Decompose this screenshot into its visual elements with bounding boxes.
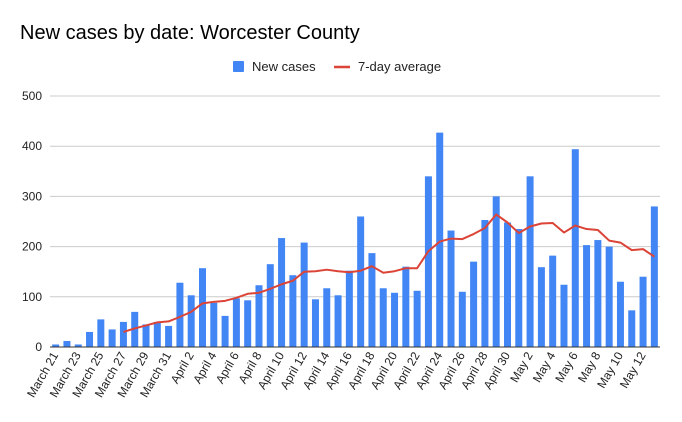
bar-new-cases bbox=[605, 246, 613, 347]
gridlines bbox=[50, 95, 660, 298]
bar-new-cases bbox=[300, 242, 308, 347]
seven-day-average-line bbox=[123, 213, 655, 333]
bar-new-cases bbox=[436, 132, 444, 347]
bar-new-cases bbox=[52, 344, 60, 347]
legend[interactable]: New cases 7-day average bbox=[233, 59, 441, 74]
bar-new-cases bbox=[199, 268, 206, 347]
legend-item-new-cases[interactable]: New cases bbox=[233, 59, 316, 74]
bar-new-cases bbox=[187, 295, 195, 347]
bar-new-cases bbox=[537, 267, 545, 347]
bar-new-cases bbox=[402, 266, 410, 347]
bar-new-cases bbox=[470, 261, 478, 347]
bar-new-cases bbox=[458, 291, 466, 347]
bar-new-cases bbox=[424, 176, 432, 347]
bar-new-cases bbox=[616, 281, 624, 347]
y-tick-label: 0 bbox=[35, 340, 42, 354]
bar-new-cases bbox=[492, 196, 500, 347]
bar-new-cases bbox=[357, 216, 365, 347]
bar-new-cases bbox=[176, 282, 184, 347]
new-cases-bars bbox=[52, 132, 658, 347]
y-tick-label: 100 bbox=[22, 290, 42, 304]
bar-new-cases bbox=[165, 325, 173, 347]
bar-new-cases bbox=[650, 206, 658, 347]
bar-new-cases bbox=[526, 176, 534, 347]
bar-new-cases bbox=[379, 288, 387, 347]
bar-new-cases bbox=[447, 230, 455, 347]
bar-new-cases bbox=[210, 302, 218, 347]
bar-new-cases bbox=[232, 298, 240, 347]
y-axis-tick-labels: 0 100 200 300 400 500 bbox=[22, 89, 42, 354]
bar-new-cases bbox=[413, 290, 421, 347]
bar-new-cases bbox=[504, 222, 511, 347]
bar-new-cases bbox=[108, 329, 116, 347]
y-tick-label: 300 bbox=[22, 189, 42, 203]
bar-new-cases bbox=[639, 276, 647, 347]
bar-new-cases bbox=[515, 229, 523, 347]
bar-new-cases bbox=[266, 264, 274, 347]
bar-new-cases bbox=[119, 321, 127, 347]
bar-new-cases bbox=[345, 270, 353, 347]
bar-new-cases bbox=[153, 321, 161, 347]
legend-label-new-cases: New cases bbox=[252, 59, 316, 74]
legend-item-seven-day-average[interactable]: 7-day average bbox=[334, 59, 441, 74]
y-tick-label: 500 bbox=[22, 89, 42, 103]
bar-new-cases bbox=[323, 288, 331, 347]
bar-new-cases bbox=[594, 240, 602, 347]
bar-new-cases bbox=[74, 344, 82, 347]
y-tick-label: 400 bbox=[22, 139, 42, 153]
bar-new-cases bbox=[334, 295, 342, 347]
bar-new-cases bbox=[583, 245, 591, 347]
bar-new-cases bbox=[368, 253, 376, 347]
bar-new-cases bbox=[571, 149, 579, 347]
bar-new-cases bbox=[289, 275, 297, 347]
bar-new-cases bbox=[391, 292, 399, 347]
legend-label-seven-day-average: 7-day average bbox=[358, 59, 441, 74]
bar-new-cases bbox=[628, 310, 636, 347]
legend-swatch-new-cases bbox=[233, 61, 244, 72]
bar-new-cases bbox=[549, 255, 557, 347]
bar-new-cases bbox=[221, 315, 229, 347]
bar-new-cases bbox=[481, 219, 489, 347]
bar-new-cases bbox=[63, 340, 71, 347]
bar-new-cases bbox=[560, 284, 568, 347]
bar-new-cases bbox=[97, 319, 105, 347]
bar-new-cases bbox=[255, 285, 263, 347]
y-tick-label: 200 bbox=[22, 240, 42, 254]
seven-day-average-line-group bbox=[123, 213, 655, 333]
bar-new-cases bbox=[278, 238, 286, 347]
bar-new-cases bbox=[311, 299, 319, 347]
bar-new-cases bbox=[86, 331, 94, 347]
bar-new-cases bbox=[244, 300, 252, 347]
bar-new-cases bbox=[142, 324, 150, 347]
chart-title: New cases by date: Worcester County bbox=[20, 22, 360, 44]
